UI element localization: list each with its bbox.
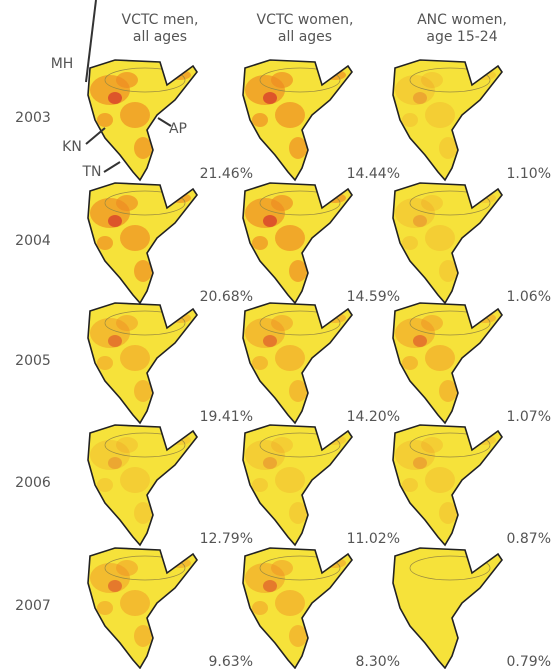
column-header: ANC women,	[417, 12, 507, 28]
percentage: 14.20%	[347, 409, 400, 425]
map	[243, 548, 352, 668]
map	[393, 60, 502, 180]
figure: VCTC men,all agesVCTC women,all agesANC …	[0, 0, 555, 669]
percentage: 1.06%	[507, 289, 551, 305]
state-label: TN	[81, 164, 101, 180]
map	[88, 425, 197, 545]
percentage: 14.59%	[347, 289, 400, 305]
map	[243, 183, 352, 303]
map	[393, 548, 502, 668]
column-header: VCTC men,	[122, 12, 199, 28]
column-header: all ages	[278, 29, 332, 45]
map	[393, 303, 502, 423]
map	[393, 425, 502, 545]
pointer	[104, 162, 120, 172]
percentage: 14.44%	[347, 166, 400, 182]
state-label: AP	[169, 121, 187, 137]
percentage: 0.79%	[507, 654, 551, 669]
column-header: all ages	[133, 29, 187, 45]
map	[88, 548, 197, 668]
percentage: 11.02%	[347, 531, 400, 547]
year-label: 2004	[15, 233, 51, 249]
map	[393, 183, 502, 303]
year-label: 2005	[15, 353, 51, 369]
pointer	[86, 128, 105, 144]
map	[243, 303, 352, 423]
year-label: 2003	[15, 110, 51, 126]
column-header: VCTC women,	[257, 12, 354, 28]
map	[88, 183, 197, 303]
percentage: 9.63%	[209, 654, 253, 669]
year-label: 2006	[15, 475, 51, 491]
state-label: KN	[62, 139, 82, 155]
percentage: 20.68%	[200, 289, 253, 305]
percentage: 12.79%	[200, 531, 253, 547]
percentage: 1.10%	[507, 166, 551, 182]
percentage: 8.30%	[356, 654, 400, 669]
map	[88, 60, 197, 180]
percentage: 21.46%	[200, 166, 253, 182]
map	[243, 60, 352, 180]
percentage: 0.87%	[507, 531, 551, 547]
percentage: 19.41%	[200, 409, 253, 425]
map	[243, 425, 352, 545]
year-label: 2007	[15, 598, 51, 614]
state-label: MH	[51, 56, 74, 72]
column-header: age 15-24	[426, 29, 497, 45]
map	[88, 303, 197, 423]
percentage: 1.07%	[507, 409, 551, 425]
